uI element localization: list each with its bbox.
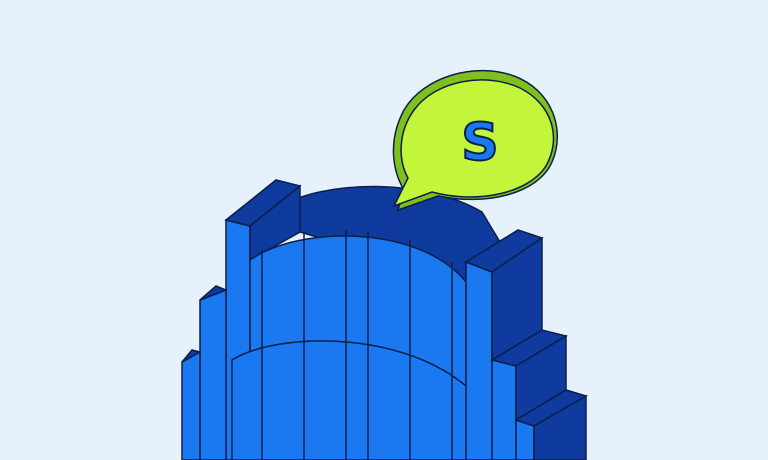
left-step-1-top [199, 285, 229, 301]
left-step-1 [199, 288, 227, 460]
left-step-2 [181, 350, 201, 460]
bubble-letter: S [461, 113, 498, 173]
right-pillar-front [465, 260, 493, 460]
left-pillar-side [249, 184, 301, 262]
right-step-1-front [491, 359, 517, 460]
speech-bubble: S [392, 69, 559, 212]
right-step-2-front [515, 418, 535, 460]
left-step-2-top [181, 349, 203, 363]
facade-lines [261, 230, 453, 460]
right-step-2-side [533, 394, 587, 460]
speech-bubble-body [392, 79, 555, 208]
